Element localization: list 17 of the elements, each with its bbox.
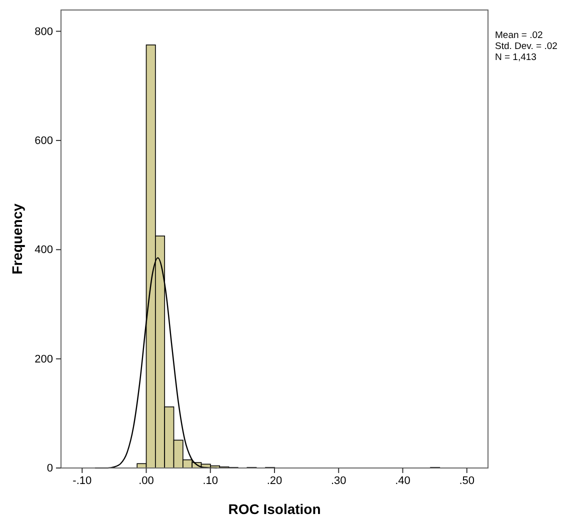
y-axis-title: Frequency (9, 203, 25, 274)
y-tick-label: 800 (34, 26, 53, 38)
x-tick-label: .00 (138, 474, 154, 487)
y-tick-label: 0 (46, 462, 53, 475)
y-tick-label: 200 (34, 353, 53, 366)
x-tick-label: .30 (330, 474, 346, 487)
text: N = 1,413 (495, 52, 536, 63)
x-tick-label: .10 (202, 474, 218, 487)
x-tick-label: .50 (459, 474, 474, 487)
x-tick-label: .20 (266, 474, 282, 487)
y-tick-label: 400 (34, 244, 53, 256)
text: Std. Dev. = .02 (495, 41, 558, 52)
y-tick-label: 600 (34, 134, 53, 147)
x-tick-label: .40 (395, 474, 410, 487)
text: Mean = .02 (495, 30, 543, 41)
x-axis-title: ROC Isolation (228, 501, 321, 517)
x-tick-label: -.10 (72, 474, 92, 487)
